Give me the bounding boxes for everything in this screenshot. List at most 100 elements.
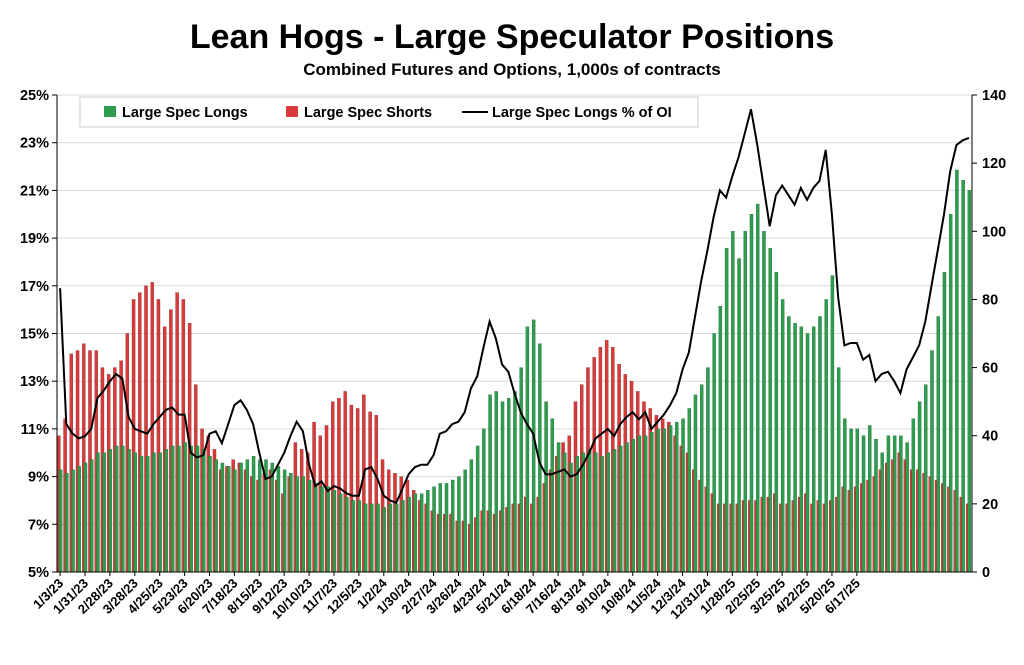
longs-bar [519,367,523,573]
longs-bar [681,418,685,573]
x-axis-ticks: 1/3/231/31/232/28/233/28/234/25/235/23/2… [30,572,863,622]
legend-box [79,96,699,128]
left-axis-ticks: 5% 7% 9% 11% 13% 15% 17% 19% 21% 23% 25% [20,88,57,581]
longs-bar [363,503,368,573]
longs-bar [936,316,940,573]
longs-bar [594,452,598,573]
longs-bar [643,435,648,573]
longs-bar [258,459,262,573]
longs-bar [245,459,250,573]
longs-bar [326,486,330,573]
longs-bar [146,456,150,573]
longs-bar [581,452,586,573]
longs-bar [58,469,63,573]
longs-bar [77,466,81,573]
longs-bar [855,428,860,573]
chart-subtitle: Combined Futures and Options, 1,000s of … [303,60,721,79]
longs-bar [108,449,113,573]
pct-line-layer [59,109,970,505]
longs-bar [836,367,841,573]
longs-bar [749,214,754,573]
longs-bar [787,316,791,573]
left-tick-label: 7% [28,517,49,533]
longs-bar [899,435,903,573]
longs-bar [737,258,741,573]
legend-swatch-longs [104,106,116,117]
longs-bar [133,452,137,573]
longs-bar [886,435,891,573]
longs-bar [475,445,480,573]
right-tick-label: 120 [982,156,1006,172]
longs-bar [164,449,169,573]
longs-bar [637,435,642,573]
chart-title: Lean Hogs - Large Speculator Positions [190,18,834,56]
longs-bar [127,449,131,573]
right-tick-label: 80 [982,292,998,308]
longs-bar [793,323,797,573]
longs-bar [507,398,511,573]
longs-bar [457,476,461,573]
longs-bar [768,248,772,573]
longs-bar [488,394,492,573]
longs-bar [314,483,318,573]
longs-bar [394,503,399,573]
longs-bar [687,408,691,573]
longs-bar [494,391,498,573]
longs-bar [357,500,362,573]
longs-bar [699,384,704,573]
longs-bar [569,462,573,573]
longs-bar [158,452,162,573]
longs-bar [625,442,629,573]
longs-bar [544,401,548,573]
longs-bar [874,438,878,573]
longs-bar [868,425,872,573]
longs-bar [799,326,803,573]
longs-bar [612,449,617,573]
longs-bar [724,248,729,573]
left-tick-label: 5% [28,565,49,581]
longs-bar [525,326,530,573]
longs-bar [177,445,181,573]
longs-bar [202,449,206,573]
longs-bar [102,452,106,573]
longs-bar [606,452,611,573]
longs-bar [780,299,785,573]
longs-bar [183,442,187,573]
longs-bar [226,466,231,573]
longs-bar [600,456,604,573]
longs-bar [805,333,810,573]
right-tick-label: 140 [982,88,1006,104]
longs-bar [967,190,972,573]
longs-bar [482,428,486,573]
right-tick-label: 0 [982,565,990,581]
longs-bar [818,316,822,573]
left-tick-label: 19% [20,231,49,247]
longs-bar [587,449,592,573]
longs-bar [693,394,698,573]
longs-bar [917,401,922,573]
longs-bar [214,459,218,573]
left-tick-label: 15% [20,327,49,343]
longs-bar [463,469,467,573]
longs-bar [139,456,144,573]
longs-bar [332,490,337,573]
longs-bar [843,418,847,573]
longs-bar [849,428,853,573]
longs-bar [401,500,405,573]
longs-bar [762,231,766,573]
longs-bar [892,435,897,573]
longs-bar [282,469,287,573]
longs-bar [718,306,723,573]
longs-bar [743,231,747,573]
longs-bar [251,456,256,573]
longs-bar [432,486,436,573]
longs-bar [233,469,237,573]
right-tick-label: 60 [982,361,998,377]
longs-bar [382,507,386,573]
legend: Large Spec Longs Large Spec Shorts Large… [79,96,699,128]
longs-bar [948,214,953,573]
left-tick-label: 23% [20,136,49,152]
left-tick-label: 11% [21,422,49,438]
longs-bar [351,500,355,573]
longs-bar [419,493,424,573]
